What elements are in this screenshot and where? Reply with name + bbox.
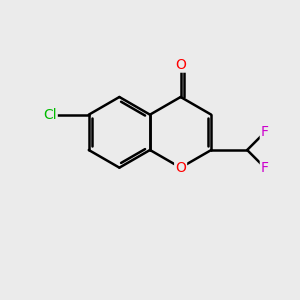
Text: O: O [175,161,186,175]
Text: Cl: Cl [43,108,57,122]
Text: F: F [261,161,269,175]
Text: O: O [175,58,186,72]
Text: F: F [261,125,269,139]
